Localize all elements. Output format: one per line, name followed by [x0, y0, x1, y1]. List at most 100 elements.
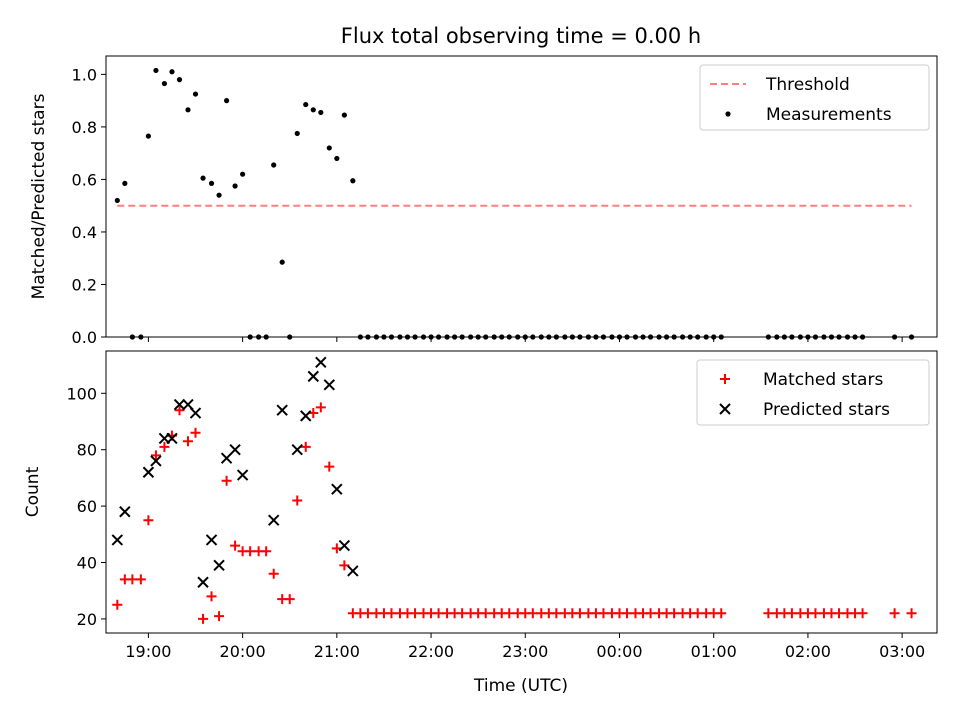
- matched-star-point: [645, 608, 656, 619]
- matched-star-point: [574, 608, 585, 619]
- measurement-point: [122, 180, 128, 186]
- predicted-star-point: [331, 483, 343, 495]
- predicted-star-point: [291, 443, 303, 456]
- legend-box: [699, 64, 930, 131]
- measurement-point: [200, 175, 206, 181]
- matched-star-point: [716, 608, 727, 619]
- matched-star-point: [410, 608, 421, 619]
- matched-star-point: [182, 436, 193, 447]
- matched-star-point: [504, 608, 515, 619]
- predicted-star-point: [229, 443, 241, 456]
- measurement-point: [208, 180, 215, 186]
- y-tick-label: 100: [66, 384, 97, 403]
- matched-star-point: [386, 608, 397, 619]
- legend-label: Matched stars: [763, 370, 883, 390]
- legend-measurement-swatch: [725, 111, 731, 117]
- measurement-point: [153, 67, 159, 74]
- measurement-point: [303, 101, 309, 108]
- x-tick-label: 02:00: [785, 642, 831, 661]
- legend-predicted-swatch: [719, 403, 731, 415]
- x-tick-label: 20:00: [220, 642, 266, 661]
- matched-star-point: [810, 608, 821, 619]
- matched-star-point: [324, 461, 335, 472]
- predicted-star-point: [315, 356, 327, 368]
- legend-matched-swatch: [720, 374, 730, 384]
- matched-star-point: [786, 608, 797, 619]
- predicted-star-point: [150, 455, 162, 467]
- x-tick-label: 00:00: [596, 642, 642, 661]
- predicted-star-point: [220, 452, 233, 464]
- x-axis-label: Time (UTC): [473, 676, 568, 696]
- legend-label: Threshold: [765, 75, 850, 95]
- matched-star-point: [198, 613, 209, 624]
- matched-star-point: [127, 574, 138, 585]
- matched-star-point: [857, 608, 868, 619]
- matched-star-point: [245, 546, 256, 557]
- predicted-star-point: [276, 404, 288, 416]
- measurement-point: [294, 130, 300, 137]
- measurement-point: [114, 197, 120, 204]
- y-axis-label: Count: [23, 466, 43, 517]
- measurement-point: [216, 192, 222, 198]
- matched-star-point: [221, 475, 232, 486]
- matched-star-point: [261, 546, 272, 557]
- matched-star-point: [622, 608, 633, 619]
- y-tick-label: 0.2: [72, 275, 97, 294]
- matched-star-point: [315, 402, 326, 413]
- measurement-point: [271, 162, 277, 168]
- predicted-star-point: [197, 576, 209, 588]
- count-panel: 20 40 60 80 100 19:00 20:00 21:00 22:00 23:00 00:0…: [23, 350, 938, 661]
- predicted-star-point: [142, 466, 155, 478]
- matched-star-point: [300, 441, 311, 452]
- predicted-star-point: [338, 539, 351, 552]
- predicted-star-point: [236, 469, 249, 481]
- y-axis-label: Matched/Predicted stars: [29, 93, 49, 299]
- chart-title: Flux total observing time = 0.00 h: [341, 24, 701, 48]
- matched-star-point: [480, 608, 491, 619]
- matched-star-point: [669, 608, 680, 619]
- predicted-star-point: [119, 506, 131, 518]
- matched-star-point: [292, 495, 303, 506]
- measurement-point: [318, 109, 324, 116]
- matched-star-point: [457, 608, 468, 619]
- x-tick-label: 03:00: [879, 642, 925, 661]
- axes-frame: [105, 350, 938, 634]
- legend-label: Measurements: [766, 105, 892, 125]
- matched-star-point: [150, 450, 161, 461]
- predicted-star-point: [300, 410, 312, 422]
- measurement-point: [185, 107, 191, 113]
- predicted-star-point: [173, 398, 186, 411]
- matched-star-point: [834, 608, 845, 619]
- measurement-point: [145, 133, 151, 139]
- predicted-star-point: [267, 514, 280, 526]
- predicted-star-point: [111, 534, 124, 546]
- x-tick-label: 23:00: [502, 642, 548, 661]
- y-tick-label: 0.4: [72, 223, 97, 242]
- measurement-point: [223, 98, 230, 104]
- measurement-point: [232, 183, 238, 189]
- measurement-point: [169, 69, 175, 75]
- y-tick-label: 0.0: [72, 328, 97, 347]
- predicted-star-point: [213, 559, 225, 572]
- matched-star-point: [362, 608, 373, 619]
- matched-star-point: [143, 515, 154, 526]
- y-tick-label: 0.8: [72, 118, 97, 137]
- matched-star-point: [339, 560, 350, 571]
- y-tick-label: 0.6: [72, 170, 97, 189]
- y-tick-label: 1.0: [72, 65, 97, 84]
- measurement-point: [326, 145, 332, 151]
- measurement-point: [176, 77, 183, 83]
- measurement-point: [310, 107, 316, 113]
- predicted-star-point: [189, 407, 202, 419]
- ratio-panel: 0.0 0.2 0.4 0.6 0.8 1.0 Matched/Predicted star…: [29, 55, 938, 347]
- x-tick-label: 21:00: [314, 642, 360, 661]
- matched-star-point: [433, 608, 444, 619]
- y-tick-label: 40: [77, 554, 97, 573]
- measurement-point: [334, 155, 340, 162]
- axes-frame: [105, 55, 938, 338]
- measurement-point: [161, 80, 168, 87]
- matched-star-point: [284, 594, 295, 605]
- matched-star-point: [551, 608, 562, 619]
- measurement-point: [341, 112, 347, 118]
